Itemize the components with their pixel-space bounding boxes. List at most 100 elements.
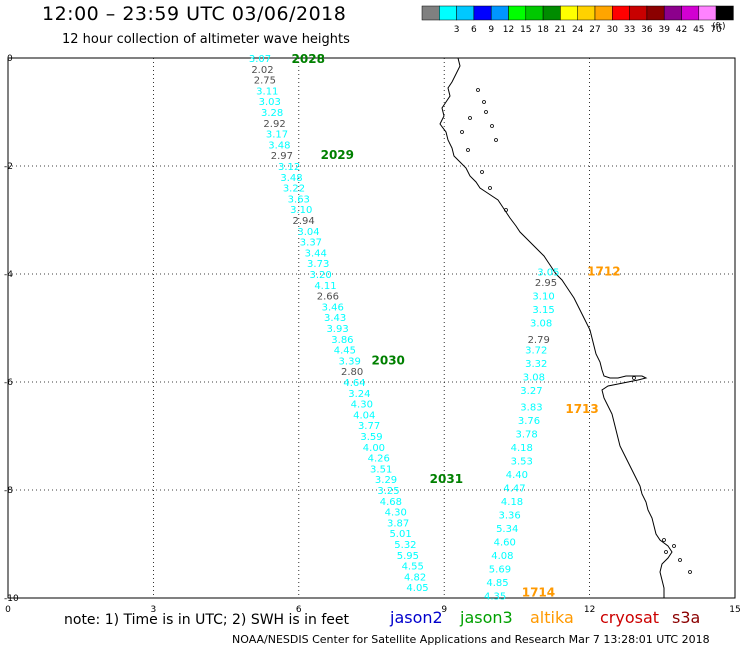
y-tick-label: -4 — [4, 270, 13, 280]
wave-height-value: 3.73 — [307, 259, 329, 270]
wave-height-value: 3.93 — [326, 324, 348, 335]
wave-height-value: 3.08 — [530, 319, 552, 330]
legend-tick-label: 9 — [488, 25, 494, 35]
wave-height-value: 3.22 — [283, 184, 305, 195]
island — [678, 558, 682, 562]
wave-height-value: 4.60 — [494, 537, 516, 548]
legend-swatch — [577, 5, 596, 21]
satellite-jason2: jason2 — [390, 608, 443, 627]
wave-height-value: 2.75 — [254, 76, 276, 87]
island — [494, 138, 498, 142]
legend-tick-label: 18 — [537, 25, 549, 35]
legend-tick-label: 42 — [676, 25, 687, 35]
legend-swatch — [473, 5, 492, 21]
legend-tick-label: 21 — [555, 25, 566, 35]
wave-height-value: 3.37 — [300, 238, 322, 249]
wave-height-value: 4.08 — [491, 551, 513, 562]
wave-height-value: 3.11 — [256, 86, 278, 97]
wave-height-value: 2.02 — [251, 65, 273, 76]
wave-height-value: 3.28 — [261, 108, 283, 119]
map-subtitle: 12 hour collection of altimeter wave hei… — [62, 32, 350, 47]
pass-time-label: 2028 — [292, 52, 325, 66]
legend-swatch — [525, 5, 544, 21]
wave-height-value: 3.10 — [290, 205, 312, 216]
island — [688, 570, 692, 574]
wave-height-value: 5.32 — [394, 540, 416, 551]
wave-height-value: 3.72 — [525, 346, 547, 357]
legend-swatch — [646, 5, 665, 21]
coastline-path — [439, 57, 673, 598]
legend-tick-label: 45 — [693, 25, 704, 35]
legend-swatch — [456, 5, 475, 21]
wave-height-value: 3.04 — [297, 227, 319, 238]
legend-swatch — [612, 5, 630, 21]
wave-height-value: 5.01 — [389, 529, 411, 540]
wave-height-value: 4.11 — [314, 281, 336, 292]
legend-tick-label: 27 — [589, 25, 600, 35]
legend-swatch — [560, 5, 578, 21]
wave-height-value: 3.12 — [278, 162, 300, 173]
wave-height-value: 4.30 — [351, 400, 373, 411]
y-tick-label: -8 — [4, 486, 13, 496]
satellite-jason3: jason3 — [460, 608, 513, 627]
map-title: 12:00 – 23:59 UTC 03/06/2018 — [42, 3, 347, 25]
wave-height-value: 3.17 — [266, 130, 288, 141]
y-tick-label: -10 — [4, 594, 19, 604]
wave-height-value: 3.59 — [360, 432, 382, 443]
island — [476, 88, 480, 92]
legend-tick-label: 39 — [658, 25, 670, 35]
wave-height-value: 3.29 — [375, 475, 397, 486]
x-tick-label: 6 — [296, 605, 302, 615]
wave-height-value: 2.80 — [341, 367, 363, 378]
satellite-cryosat: cryosat — [600, 608, 660, 627]
wave-height-value: 3.51 — [370, 464, 392, 475]
wave-height-value: 4.55 — [402, 562, 424, 573]
wave-height-value: 3.32 — [525, 359, 547, 370]
x-tick-label: 3 — [151, 605, 157, 615]
wave-height-value: 5.69 — [489, 564, 511, 575]
wave-height-value: 3.78 — [515, 429, 537, 440]
wave-height-value: 4.18 — [511, 443, 533, 454]
x-tick-label: 12 — [584, 605, 595, 615]
map-grid — [7, 57, 736, 599]
wave-height-value: 3.36 — [498, 510, 520, 521]
wave-height-value: 4.04 — [353, 410, 375, 421]
wave-height-value: 2.94 — [293, 216, 315, 227]
wave-height-value: 4.35 — [484, 591, 506, 602]
wave-height-value: 3.27 — [520, 386, 542, 397]
wave-height-value: 2.66 — [317, 292, 339, 303]
wave-height-value: 3.20 — [309, 270, 331, 281]
wave-height-value: 2.92 — [263, 119, 285, 130]
wave-height-value: 3.87 — [387, 518, 409, 529]
y-tick-label: 0 — [7, 54, 13, 64]
wave-height-value: 2.79 — [528, 335, 550, 346]
wave-height-value: 4.64 — [343, 378, 365, 389]
wave-height-value: 3.05 — [537, 267, 559, 278]
coastline — [439, 57, 692, 598]
legend-tick-label: 15 — [520, 25, 531, 35]
wave-height-value: 2.97 — [271, 151, 293, 162]
island — [672, 544, 676, 548]
pass-time-label: 2031 — [430, 472, 463, 486]
wave-height-value: 4.05 — [406, 583, 428, 594]
satellite-altika: altika — [530, 608, 574, 627]
wave-height-value: 4.00 — [363, 443, 385, 454]
y-tick-label: -6 — [4, 378, 13, 388]
wave-height-value: 3.10 — [532, 292, 554, 303]
wave-height-value: 3.43 — [324, 313, 346, 324]
y-tick-label: -2 — [4, 162, 13, 172]
legend-tick-label: 70 — [710, 25, 722, 35]
wave-height-value: 4.68 — [380, 497, 402, 508]
x-tick-label: 0 — [5, 605, 11, 615]
wave-height-value: 3.48 — [268, 140, 290, 151]
island — [466, 148, 470, 152]
wave-height-value: 3.86 — [331, 335, 353, 346]
legend-swatch — [698, 5, 717, 21]
island — [504, 208, 508, 212]
wave-height-value: 5.34 — [496, 524, 518, 535]
wave-height-value: 3.48 — [280, 173, 302, 184]
wave-height-value: 4.30 — [385, 508, 407, 519]
wave-height-value: 3.76 — [518, 416, 540, 427]
wave-height-value: 4.85 — [486, 578, 508, 589]
